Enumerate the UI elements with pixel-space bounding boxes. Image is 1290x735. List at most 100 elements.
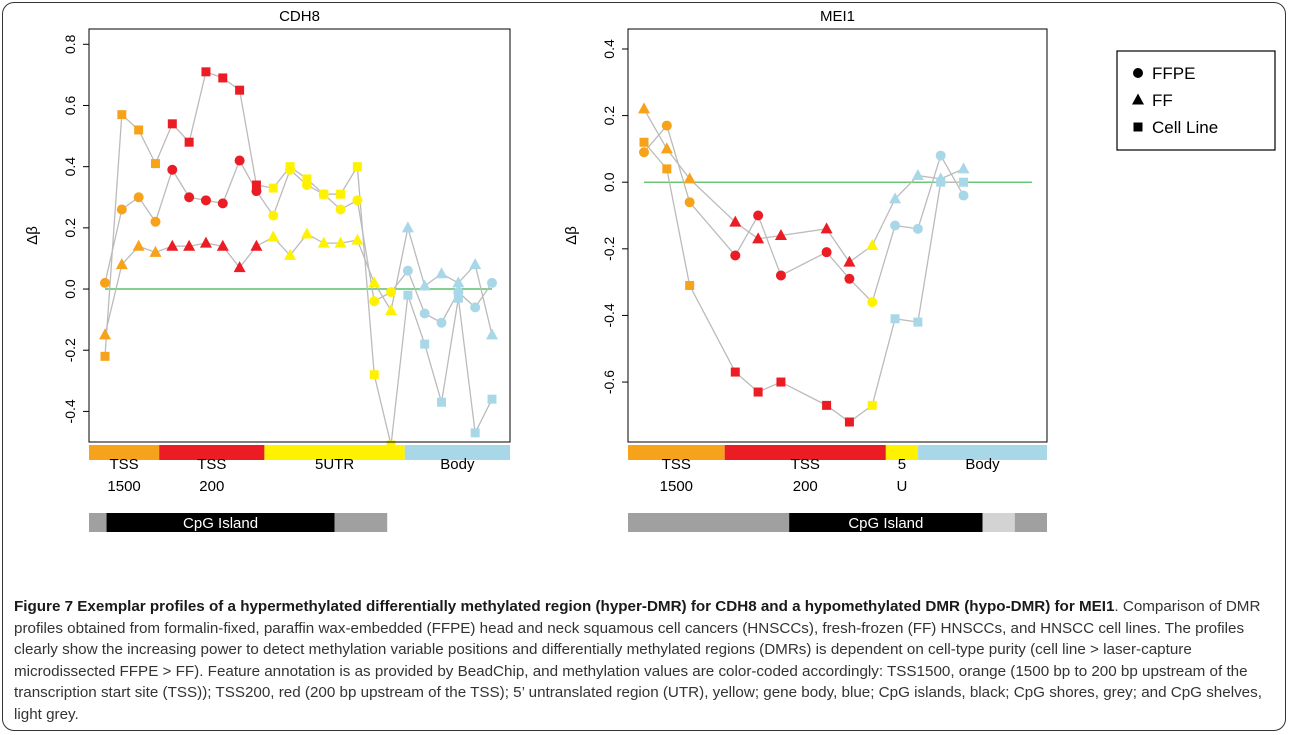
y-axis-label: Δβ [24, 226, 41, 245]
data-point [402, 265, 413, 276]
data-point [730, 250, 741, 261]
data-point [752, 232, 765, 244]
data-point [730, 367, 740, 377]
feature-segment-tss200 [159, 445, 265, 460]
caption-body: . Comparison of DMR profiles obtained fr… [14, 598, 1262, 723]
data-point [251, 180, 261, 190]
data-point [418, 279, 431, 291]
series-connector-line [643, 108, 964, 264]
data-point [115, 258, 128, 270]
data-point [386, 287, 397, 298]
y-tick-label: -0.4 [62, 399, 78, 423]
data-point [218, 73, 228, 83]
cpg-segment [106, 513, 335, 532]
data-point [638, 102, 650, 114]
y-tick-label: -0.2 [601, 237, 617, 261]
data-point [685, 280, 695, 290]
data-point [890, 220, 901, 231]
data-point [300, 227, 313, 239]
data-point [958, 190, 969, 201]
feature-segment-5utr [264, 445, 405, 460]
data-point [844, 273, 855, 284]
data-point [100, 277, 110, 288]
data-point [369, 296, 380, 307]
data-point [487, 277, 497, 288]
data-point [132, 239, 145, 251]
feature-label: Body [965, 456, 1000, 473]
chart-mei1: MEI1 -0.6 -0.4 -0.2 0.0 0.2 0.4 Δβ TSS 1500 TSS 200… [563, 8, 1048, 532]
data-point [487, 394, 497, 404]
data-point [662, 164, 672, 174]
feature-label: Body [440, 456, 475, 473]
feature-label: TSS [197, 456, 226, 473]
data-point [684, 197, 695, 208]
y-axis-label: Δβ [563, 226, 580, 245]
data-point [351, 233, 364, 245]
y-tick-label: -0.2 [62, 338, 78, 362]
feature-label: 1500 [660, 478, 693, 495]
data-point [866, 238, 879, 250]
data-point [661, 120, 672, 131]
data-point [385, 303, 398, 315]
data-point [435, 267, 448, 279]
legend: FFPE FF Cell Line [1116, 50, 1276, 151]
plot-frame [627, 28, 1048, 443]
feature-label: 200 [199, 478, 224, 495]
series-square-points [100, 67, 497, 450]
feature-label: TSS [109, 456, 138, 473]
data-point [149, 245, 162, 257]
data-point [890, 314, 900, 324]
data-point [234, 155, 245, 166]
legend-box [1116, 50, 1276, 151]
data-point [911, 169, 924, 181]
feature-label: 5UTR [315, 456, 354, 473]
feature-segment-tss1500 [628, 445, 725, 460]
feature-label: 200 [793, 478, 818, 495]
feature-label: TSS [791, 456, 820, 473]
feature-segment-body [404, 445, 510, 460]
series-square [104, 70, 493, 446]
figure-caption: Figure 7 Exemplar profiles of a hypermet… [14, 596, 1276, 725]
data-point [268, 183, 278, 193]
data-point [201, 67, 211, 77]
data-point [100, 351, 110, 361]
legend-label: FFPE [1152, 64, 1195, 83]
legend-marker-square [1133, 122, 1143, 132]
cpg-segment [89, 513, 107, 532]
figure-svg: CDH8 -0.4 -0.2 0.0 0.2 0.4 0.6 0.8 Δβ TSS 1500 TSS 2… [24, 8, 1276, 532]
data-point [436, 317, 447, 328]
feature-label: U [897, 478, 908, 495]
legend-label: FF [1152, 91, 1173, 110]
data-point [913, 317, 923, 327]
data-point [843, 255, 856, 267]
cpg-island-label: CpG Island [848, 515, 923, 532]
data-point [753, 387, 763, 397]
data-point [200, 195, 211, 206]
y-tick-label: 0.2 [62, 218, 78, 238]
data-point [959, 177, 969, 187]
data-point [184, 192, 195, 203]
data-point [452, 276, 465, 288]
data-point [167, 164, 178, 175]
series-circle-points [639, 120, 969, 308]
data-point [419, 308, 430, 319]
series-connector-line [104, 159, 493, 324]
data-point [844, 417, 854, 427]
data-point [820, 222, 833, 234]
data-point [912, 223, 923, 234]
series-triangle-points [638, 102, 970, 267]
data-point [889, 192, 902, 204]
data-point [267, 230, 280, 242]
data-point [470, 302, 481, 313]
legend-marker-circle [1133, 68, 1143, 78]
data-point [285, 162, 295, 172]
y-tick-label: -0.6 [601, 370, 617, 394]
data-point [368, 276, 381, 288]
data-point [302, 174, 312, 184]
data-point [639, 137, 649, 147]
feature-segment-body [918, 445, 1047, 460]
data-point [867, 400, 877, 410]
legend-marker-triangle [1132, 93, 1144, 105]
data-point [99, 328, 111, 340]
